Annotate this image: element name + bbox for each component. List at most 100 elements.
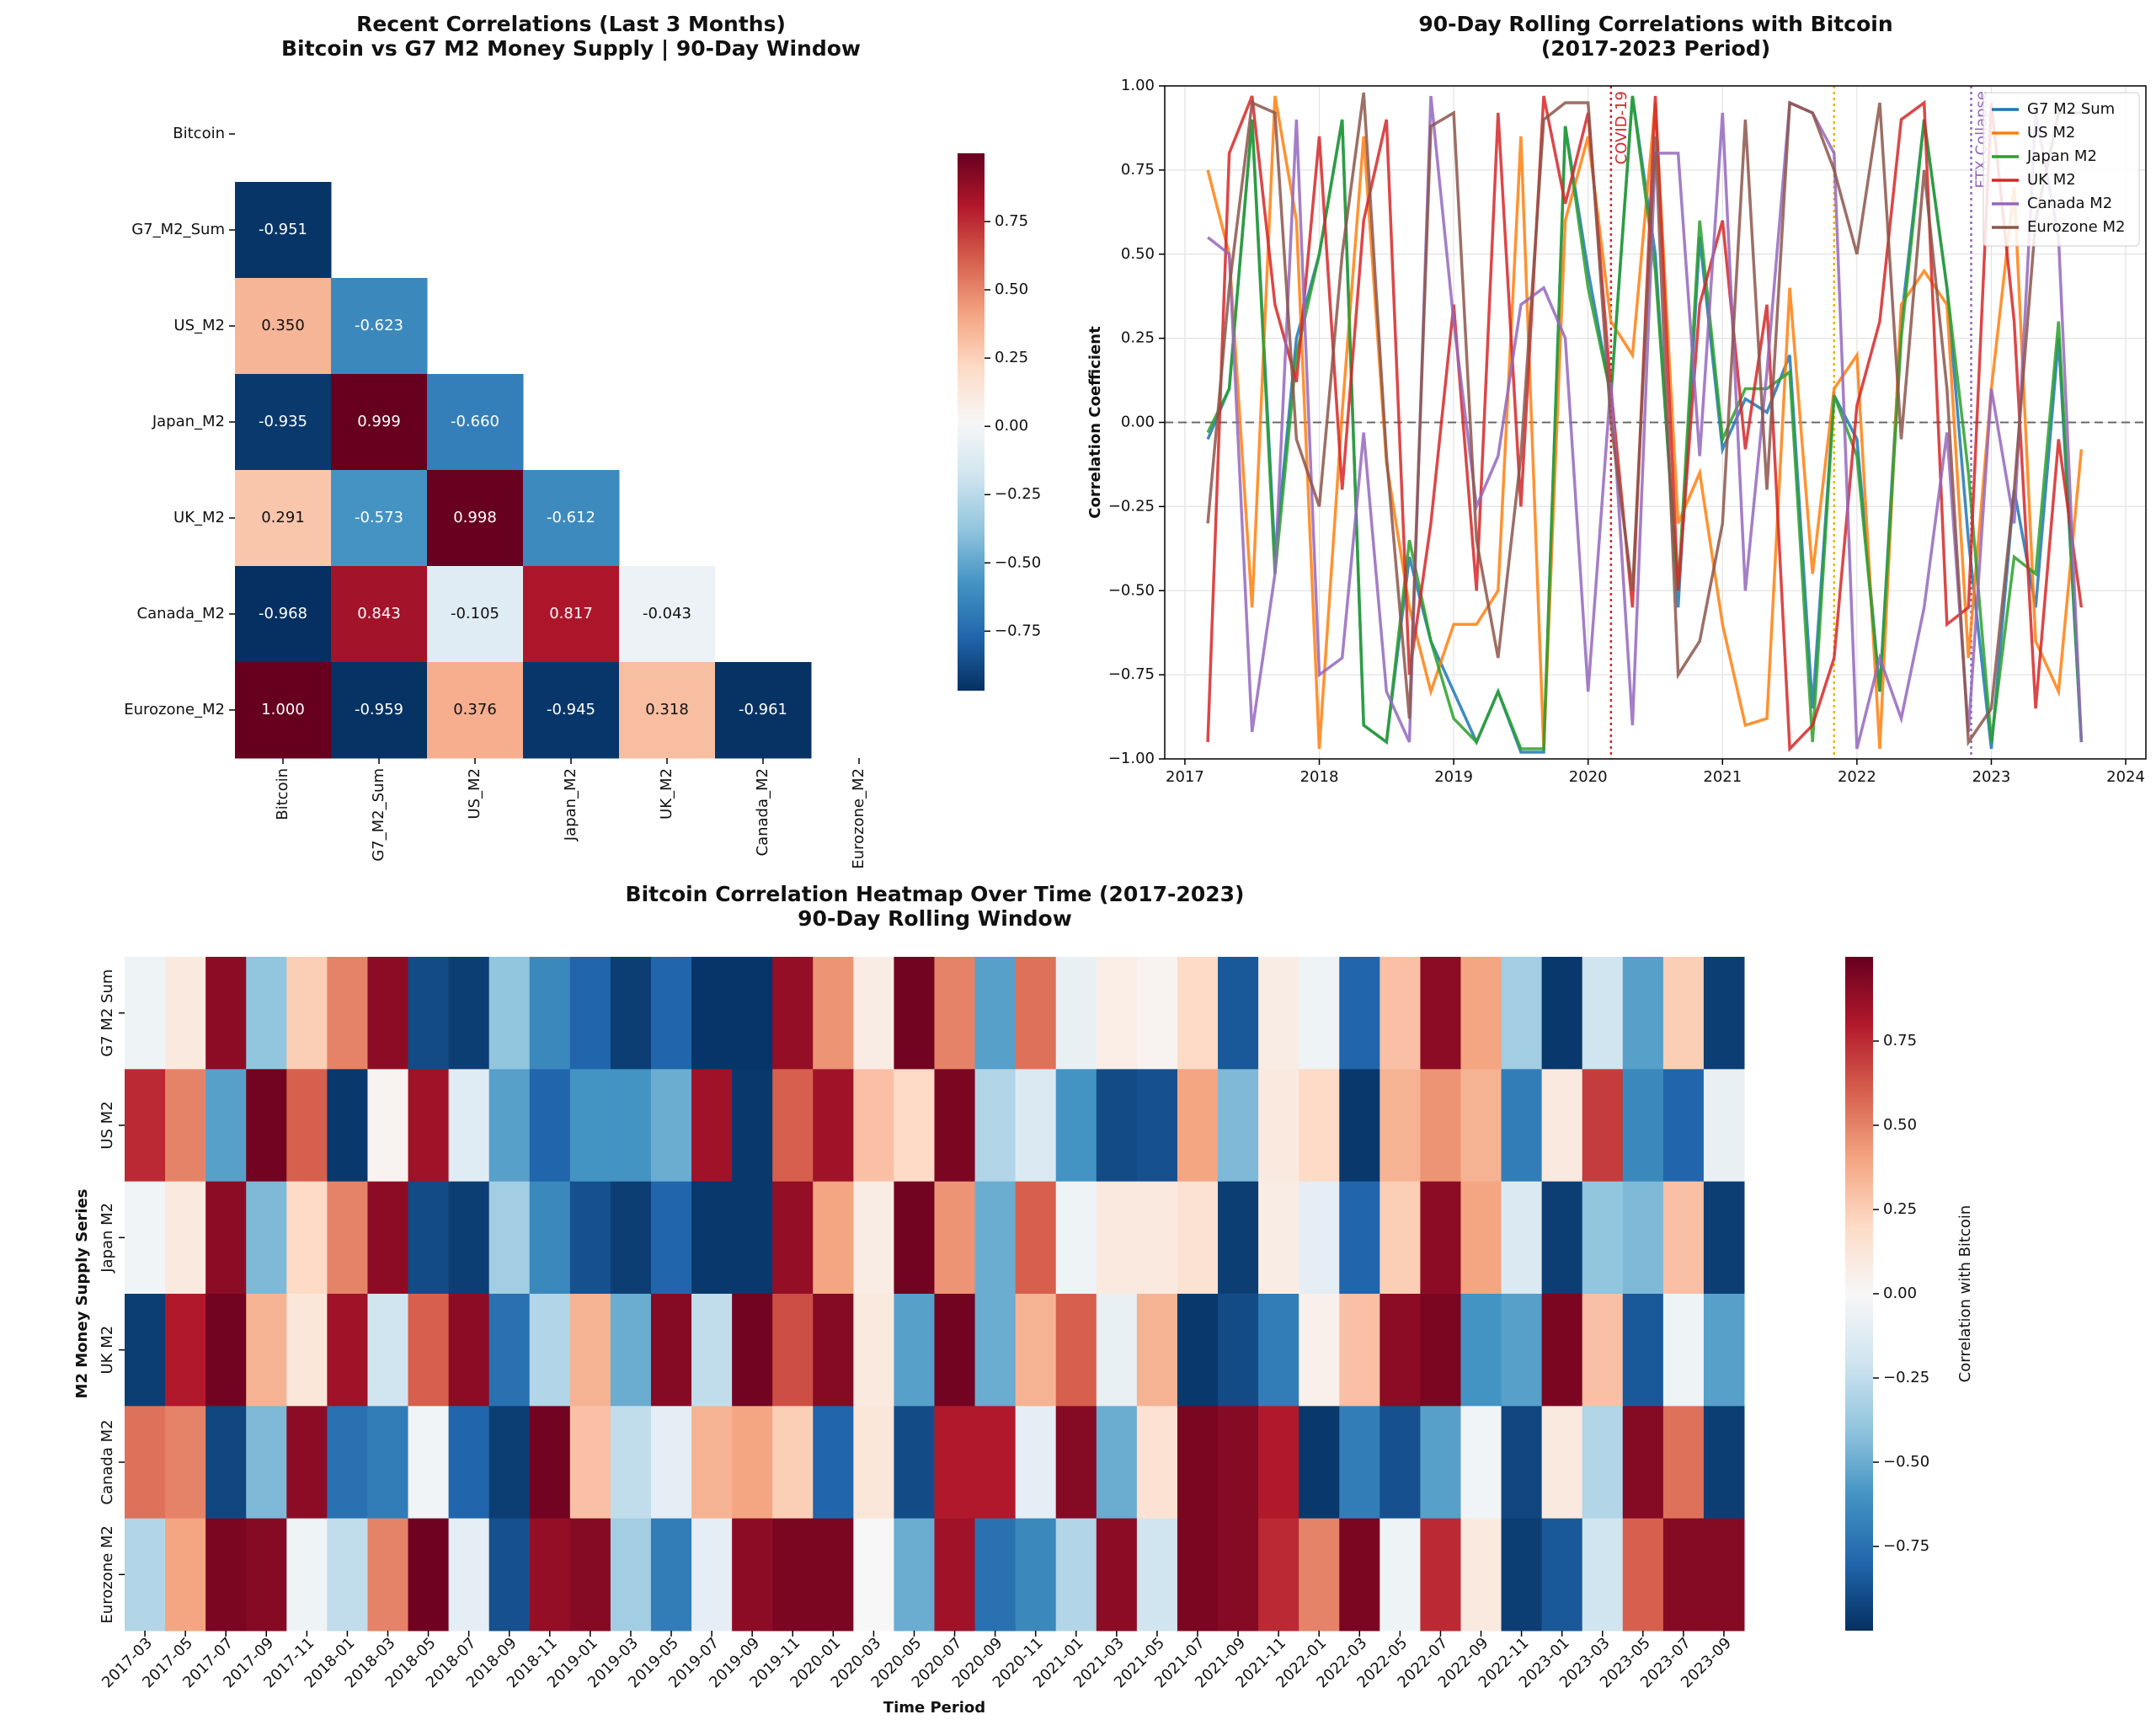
legend-box (1983, 92, 2140, 247)
heatmap-cell (1218, 1181, 1259, 1295)
cell-label: 0.843 (357, 605, 401, 622)
x-tick-label: G7_M2_Sum (370, 768, 387, 862)
heatmap-cell (448, 1294, 490, 1407)
heatmap-cell (529, 1518, 571, 1632)
heatmap-cell (1299, 957, 1340, 1070)
heatmap-cell (1460, 1181, 1502, 1295)
heatmap-cell (610, 1181, 652, 1295)
heatmap-cell (1662, 1069, 1705, 1183)
heatmap-cell (1218, 1294, 1259, 1407)
cell-label: 0.376 (453, 701, 497, 718)
cell-label: -0.951 (259, 221, 307, 238)
legend-label: US M2 (2027, 124, 2075, 142)
heatmap-cell (529, 957, 571, 1070)
heatmap-cell (1380, 957, 1421, 1070)
heatmap-cell (732, 1406, 773, 1519)
series-line (1207, 95, 2084, 750)
heatmap-cell (772, 1069, 814, 1183)
y-tick-label: 0.50 (1121, 245, 1155, 263)
heatmap-cell (732, 1069, 773, 1183)
heatmap-cell (1136, 1294, 1178, 1407)
heatmap-cell (1582, 1406, 1624, 1519)
colorbar-tick-label: −0.25 (995, 485, 1041, 503)
heatmap-cell (235, 278, 332, 375)
heatmap-cell (488, 1406, 531, 1519)
heatmap-cell (165, 1518, 206, 1632)
y-tick-label: −0.75 (1108, 665, 1155, 683)
heatmap-cell (813, 1294, 854, 1407)
heatmap-cell (934, 957, 976, 1070)
heatmap-cell (327, 1294, 368, 1407)
heatmap-cell (165, 957, 206, 1070)
heatmap-cell (367, 1181, 409, 1295)
heatmap-cell (165, 1181, 206, 1295)
heatmap-cell (1258, 1069, 1299, 1183)
y-tick-label: Japan M2 (99, 1203, 116, 1274)
heatmap-cell (125, 1294, 166, 1407)
heatmap-cell (569, 1406, 611, 1519)
heatmap-cell (1136, 957, 1178, 1070)
heatmap-cell (974, 1518, 1017, 1632)
heatmap-cell (894, 1069, 935, 1183)
heatmap-cell (894, 1181, 935, 1295)
heatmap-cell (1541, 957, 1583, 1070)
heatmap-cell (246, 1294, 287, 1407)
heatmap-cell (246, 957, 287, 1070)
heatmap-cell (650, 1069, 692, 1183)
heatmap-cell (523, 662, 620, 759)
x-tick-label: 2023 (1972, 768, 2011, 786)
heatmap-cell (1460, 1294, 1502, 1407)
heatmap-cell (1380, 1069, 1421, 1183)
heatmap-cell (772, 1518, 814, 1632)
heatmap-cell (235, 566, 332, 663)
heatmap-cell (246, 1069, 287, 1183)
cell-label: -0.612 (547, 509, 595, 526)
heatmap-cell (569, 957, 611, 1070)
heatmap-cell (1339, 1294, 1380, 1407)
heatmap-cell (813, 957, 854, 1070)
colorbar-label: Correlation with Bitcoin (1956, 1205, 1974, 1383)
heatmap-cell (1258, 1181, 1299, 1295)
heatmap-cell (1015, 1294, 1057, 1407)
heatmap-cell (1339, 1518, 1380, 1632)
heatmap-cell (1096, 1518, 1138, 1632)
heatmap-cell (934, 1294, 976, 1407)
heatmap-cell (235, 470, 332, 567)
x-tick-label: 2021 (1703, 768, 1742, 786)
heatmap-cell (1136, 1069, 1178, 1183)
heatmap-cell (1501, 1518, 1543, 1632)
heatmap-cell (1460, 957, 1502, 1070)
series-line (1206, 92, 2082, 747)
x-tick-label: 2020 (1569, 768, 1608, 786)
chart-subtitle: 90-Day Rolling Window (798, 906, 1072, 931)
heatmap-cell (235, 182, 332, 279)
heatmap-cell (650, 1181, 692, 1295)
heatmap-cell (853, 1518, 894, 1632)
cell-label: 0.999 (357, 413, 401, 430)
chart-title: 90-Day Rolling Correlations with Bitcoin (1418, 12, 1892, 36)
heatmap-cell (569, 1181, 611, 1295)
heatmap-cell (286, 957, 328, 1070)
heatmap-cell (235, 374, 332, 471)
heatmap-cell (974, 1181, 1017, 1295)
heatmap-cell (1299, 1294, 1340, 1407)
heatmap-cell (125, 1069, 166, 1183)
cell-label: 0.998 (453, 509, 497, 526)
y-tick-label: G7 M2 Sum (99, 969, 116, 1057)
y-tick-label: −0.25 (1108, 497, 1155, 515)
heatmap-cell (1299, 1181, 1340, 1295)
heatmap-cell (1096, 1294, 1138, 1407)
x-tick-label: US_M2 (466, 768, 483, 820)
heatmap-cell (1258, 1406, 1299, 1519)
heatmap-cell (813, 1069, 854, 1183)
heatmap-cell (1541, 1406, 1583, 1519)
heatmap-cell (246, 1181, 287, 1295)
heatmap-cell (1622, 1406, 1664, 1519)
heatmap-cell (610, 957, 652, 1070)
heatmap-cell (1015, 957, 1057, 1070)
heatmap-cell (125, 957, 166, 1070)
y-tick-label: 0.00 (1121, 414, 1155, 431)
heatmap-cell (1622, 1518, 1664, 1632)
x-tick-label: 2022 (1838, 768, 1876, 786)
